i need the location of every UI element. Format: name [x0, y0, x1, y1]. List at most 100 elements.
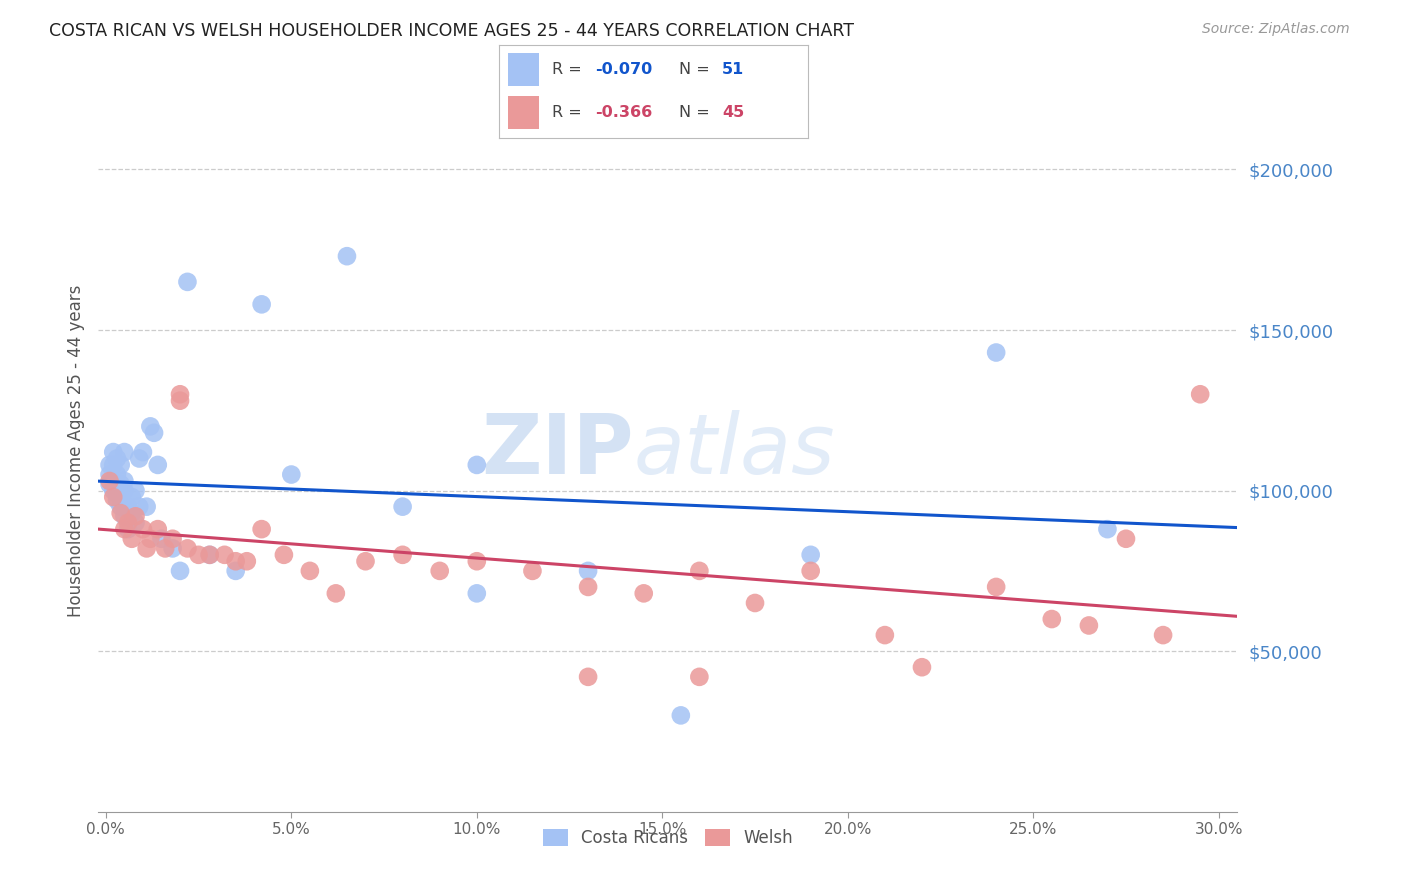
- Point: [112, 500, 135, 514]
- Point: [112, 509, 135, 524]
- Point: [198, 548, 221, 562]
- Point: [688, 670, 710, 684]
- Point: [800, 548, 823, 562]
- Point: [112, 522, 135, 536]
- Point: [139, 419, 162, 434]
- Y-axis label: Householder Income Ages 25 - 44 years: Householder Income Ages 25 - 44 years: [66, 285, 84, 616]
- Text: 51: 51: [721, 62, 744, 77]
- Point: [669, 708, 692, 723]
- Point: [124, 483, 146, 498]
- Point: [105, 487, 128, 501]
- Point: [124, 516, 146, 530]
- Point: [225, 564, 247, 578]
- Point: [225, 554, 247, 568]
- Point: [576, 564, 599, 578]
- Point: [110, 477, 132, 491]
- Point: [576, 580, 599, 594]
- Point: [162, 541, 184, 556]
- FancyBboxPatch shape: [509, 53, 540, 86]
- Point: [169, 387, 191, 401]
- Point: [103, 483, 125, 498]
- Point: [465, 554, 488, 568]
- Point: [1097, 522, 1119, 536]
- Point: [169, 393, 191, 408]
- Point: [1040, 612, 1063, 626]
- Point: [146, 458, 169, 472]
- Point: [162, 532, 184, 546]
- Point: [986, 580, 1008, 594]
- Point: [576, 670, 599, 684]
- Point: [522, 564, 544, 578]
- Text: Source: ZipAtlas.com: Source: ZipAtlas.com: [1202, 22, 1350, 37]
- Point: [128, 500, 150, 514]
- Point: [354, 554, 377, 568]
- Point: [103, 458, 125, 472]
- Point: [153, 541, 176, 556]
- Point: [150, 532, 173, 546]
- Point: [121, 532, 143, 546]
- Point: [117, 522, 139, 536]
- Point: [103, 474, 125, 488]
- Point: [1189, 387, 1212, 401]
- Point: [429, 564, 451, 578]
- Point: [298, 564, 321, 578]
- Point: [236, 554, 259, 568]
- Point: [280, 467, 302, 482]
- Point: [110, 458, 132, 472]
- Point: [1115, 532, 1137, 546]
- Point: [105, 493, 128, 508]
- Point: [146, 522, 169, 536]
- Text: COSTA RICAN VS WELSH HOUSEHOLDER INCOME AGES 25 - 44 YEARS CORRELATION CHART: COSTA RICAN VS WELSH HOUSEHOLDER INCOME …: [49, 22, 855, 40]
- Point: [103, 445, 125, 459]
- Text: -0.366: -0.366: [595, 105, 652, 120]
- Point: [132, 445, 155, 459]
- Point: [112, 445, 135, 459]
- Point: [250, 522, 273, 536]
- Point: [110, 506, 132, 520]
- Point: [873, 628, 896, 642]
- Point: [117, 516, 139, 530]
- Point: [250, 297, 273, 311]
- Text: R =: R =: [551, 105, 586, 120]
- Point: [105, 467, 128, 482]
- Point: [465, 458, 488, 472]
- Point: [117, 500, 139, 514]
- Point: [800, 564, 823, 578]
- Text: N =: N =: [679, 62, 714, 77]
- Point: [688, 564, 710, 578]
- Point: [391, 500, 413, 514]
- Point: [132, 522, 155, 536]
- Point: [744, 596, 766, 610]
- Point: [112, 483, 135, 498]
- Point: [176, 275, 198, 289]
- Point: [176, 541, 198, 556]
- Point: [169, 564, 191, 578]
- Point: [98, 467, 121, 482]
- Point: [1152, 628, 1174, 642]
- Text: ZIP: ZIP: [481, 410, 634, 491]
- Point: [124, 509, 146, 524]
- FancyBboxPatch shape: [509, 96, 540, 129]
- Text: R =: R =: [551, 62, 586, 77]
- Point: [143, 425, 166, 440]
- Point: [121, 490, 143, 504]
- Point: [121, 506, 143, 520]
- Text: 45: 45: [721, 105, 744, 120]
- Point: [98, 458, 121, 472]
- Point: [391, 548, 413, 562]
- Point: [103, 490, 125, 504]
- Point: [273, 548, 295, 562]
- Legend: Costa Ricans, Welsh: Costa Ricans, Welsh: [536, 822, 800, 854]
- Point: [112, 474, 135, 488]
- Point: [465, 586, 488, 600]
- Point: [336, 249, 359, 263]
- Point: [110, 490, 132, 504]
- Point: [633, 586, 655, 600]
- Point: [98, 474, 121, 488]
- Point: [986, 345, 1008, 359]
- Point: [105, 477, 128, 491]
- Text: -0.070: -0.070: [595, 62, 652, 77]
- Point: [139, 532, 162, 546]
- Point: [1077, 618, 1099, 632]
- Point: [198, 548, 221, 562]
